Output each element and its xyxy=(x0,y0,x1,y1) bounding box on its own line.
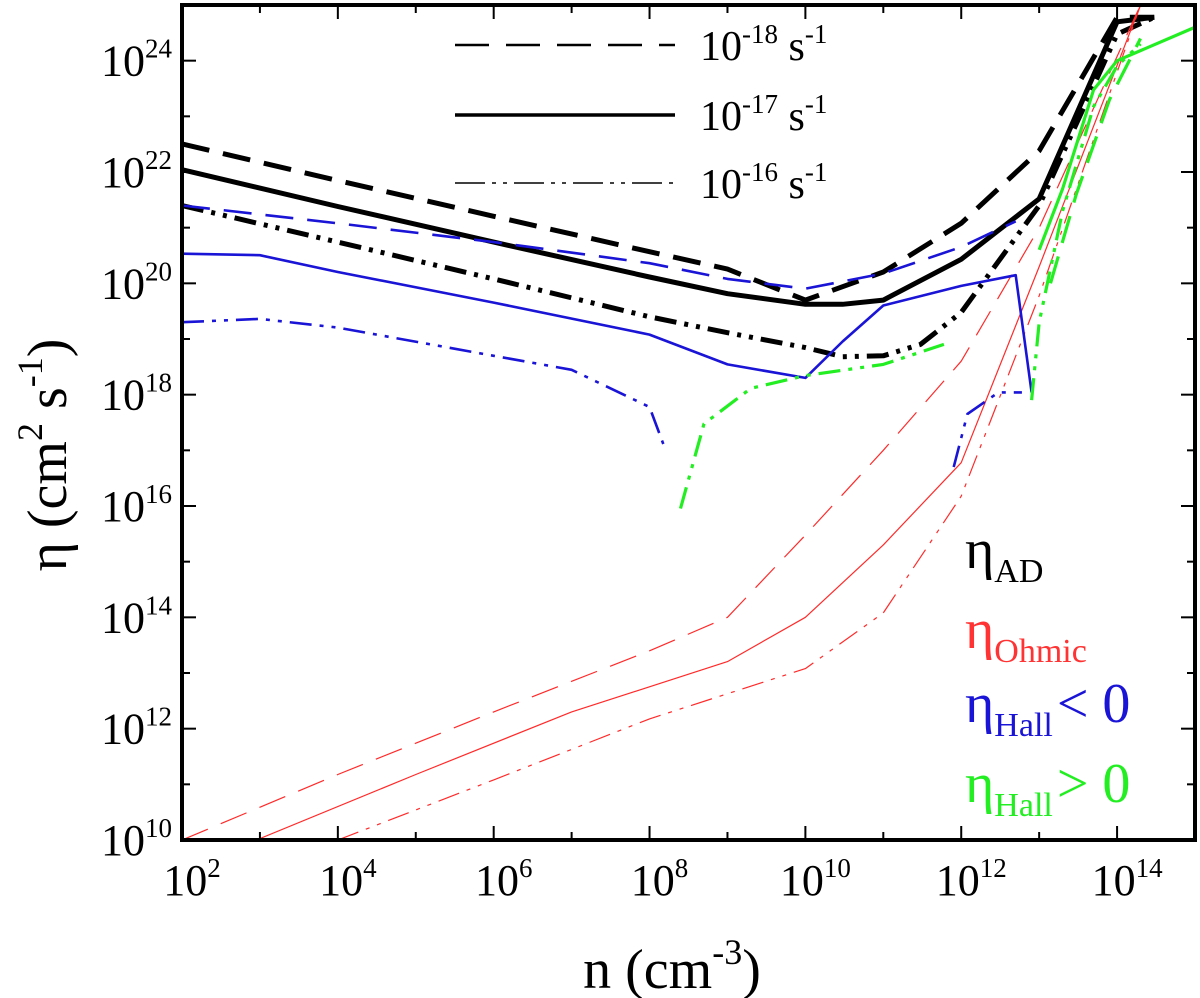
y-tick-label-22: 1022 xyxy=(101,145,172,197)
curve-ohmic-zeta-1e-18-3 xyxy=(182,5,1142,840)
curves-layer xyxy=(182,5,1195,840)
curve-ad-zeta-1e-17-1 xyxy=(182,14,1155,307)
curve-hall-neg-zeta-1e-18-6 xyxy=(182,204,1017,290)
y-axis-title: η (cm2 s-1) xyxy=(10,339,79,572)
x-tick-label-14: 1014 xyxy=(1092,853,1164,905)
curve-ohmic-zeta-1e-17-4 xyxy=(256,5,1142,840)
curve-hall-neg-zeta-1e-16-8 xyxy=(182,317,665,445)
curve-hall-pos-zeta-1e-17-11 xyxy=(1037,25,1195,251)
x-tick-label-6: 106 xyxy=(475,853,533,905)
y-tick-label-18: 1018 xyxy=(101,368,172,420)
x-tick-label-12: 1012 xyxy=(936,853,1007,905)
y-tick-label-16: 1016 xyxy=(101,479,172,531)
x-tick-label-8: 108 xyxy=(631,853,689,905)
y-tick-label-10: 1010 xyxy=(101,813,172,865)
x-axis-title: n (cm-3) xyxy=(583,932,761,998)
curve-hall-pos-zeta-1e-16-12 xyxy=(1030,42,1142,401)
x-tick-label-10: 1010 xyxy=(780,853,851,905)
legend-label-1e-16: 10-16 s-1 xyxy=(700,157,827,208)
plot-frame xyxy=(180,3,1197,842)
y-tick-label-12: 1012 xyxy=(101,702,172,754)
x-tick-label-4: 104 xyxy=(319,853,377,905)
ticks-layer xyxy=(181,4,1196,841)
curve-hall-pos-zeta-1e-18-13 xyxy=(1048,37,1142,284)
label-eta-hall-negative: ηHall< 0 xyxy=(965,673,1130,744)
y-tick-label-20: 1020 xyxy=(101,256,172,308)
label-eta-ad: ηAD xyxy=(965,519,1043,590)
y-tick-label-24: 1024 xyxy=(101,34,173,86)
legend-label-1e-18: 10-18 s-1 xyxy=(700,19,827,70)
category-labels: ηAD ηOhmic ηHall< 0 ηHall> 0 xyxy=(965,519,1130,824)
legend: 10-18 s-1 10-17 s-1 10-16 s-1 xyxy=(455,19,827,208)
x-tick-label-2: 102 xyxy=(163,853,221,905)
labels-layer: 102 104 106 108 1010 1012 1014 1010 1012 1014 1016… xyxy=(101,34,1163,905)
label-eta-ohmic: ηOhmic xyxy=(965,599,1087,670)
curve-ohmic-zeta-1e-16-5 xyxy=(337,5,1142,840)
curve-hall-neg-zeta-1e-16-9 xyxy=(952,391,1022,468)
label-eta-hall-positive: ηHall> 0 xyxy=(965,753,1130,824)
legend-label-1e-17: 10-17 s-1 xyxy=(700,89,827,140)
curve-hall-pos-zeta-1e-16-10 xyxy=(678,342,945,509)
curve-hall-neg-zeta-1e-17-7 xyxy=(182,252,1033,393)
curve-ad-zeta-1e-18-0 xyxy=(182,14,1155,303)
curve-ad-zeta-1e-16-2 xyxy=(182,15,1156,360)
y-tick-label-14: 1014 xyxy=(101,590,173,642)
